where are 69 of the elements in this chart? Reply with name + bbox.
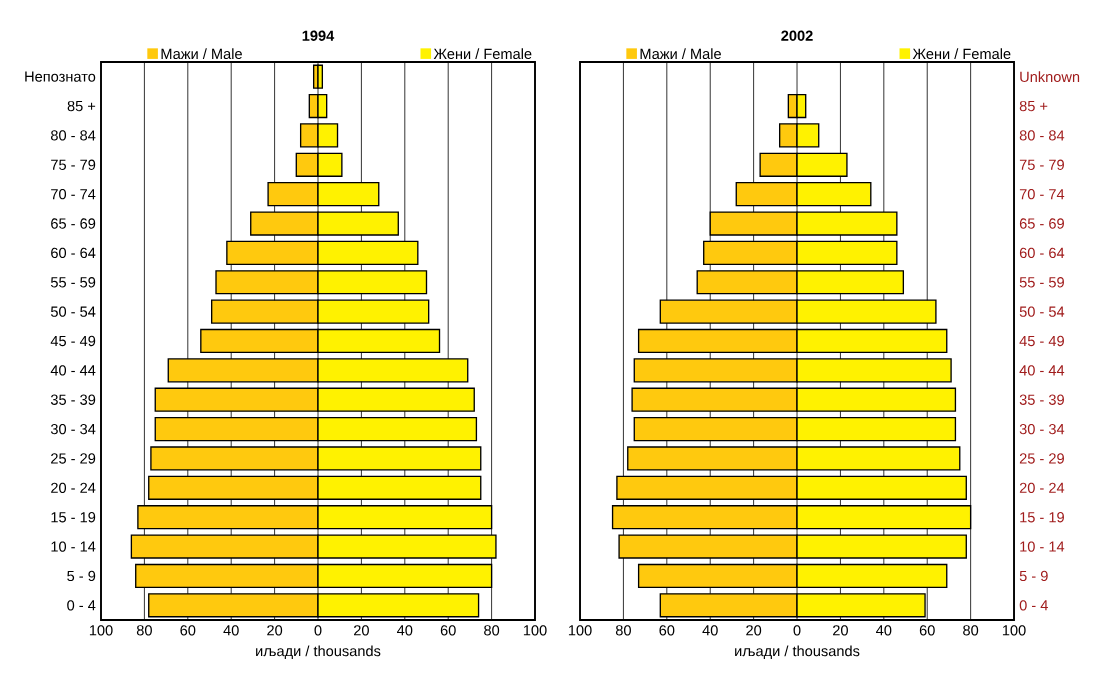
y-tick-label: 25 - 29 [51, 453, 96, 464]
y-tick-label: 0 - 4 [1019, 600, 1048, 611]
y-tick-label: 15 - 19 [51, 512, 96, 523]
x-tick-label: 80 [484, 625, 500, 636]
x-tick-label: 40 [702, 625, 718, 636]
y-tick-label: 30 - 34 [1019, 423, 1065, 435]
x-tick-label: 60 [180, 625, 196, 636]
x-axis-title: иљади / thousands [735, 645, 860, 659]
y-tick-label: 55 - 59 [1019, 277, 1064, 288]
x-tick-label: 100 [89, 625, 113, 636]
y-tick-label: Непознато [25, 71, 96, 82]
y-tick-label: 30 - 34 [50, 423, 96, 435]
y-tick-label: 5 - 9 [1019, 570, 1048, 582]
x-tick-label: 60 [919, 625, 935, 636]
y-tick-label: 35 - 39 [1019, 394, 1064, 405]
x-tick-label: 80 [963, 625, 979, 636]
bar [317, 64, 324, 89]
x-tick-label: 40 [876, 625, 892, 636]
y-tick-label: 60 - 64 [51, 247, 96, 259]
chart-title: 2002 [781, 30, 813, 41]
y-tick-label: 10 - 14 [1020, 541, 1065, 552]
x-tick-label: 40 [397, 625, 413, 636]
y-tick-label: 70 - 74 [51, 188, 96, 200]
y-tick-label: 35 - 39 [50, 394, 96, 405]
y-tick-label: 85 + [67, 100, 96, 112]
x-tick-label: 20 [354, 625, 369, 636]
x-tick-label: 80 [615, 625, 631, 636]
x-tick-label: 60 [440, 625, 456, 636]
y-tick-label: 85 + [1019, 100, 1048, 112]
y-tick-label: 65 - 69 [1019, 218, 1064, 229]
y-tick-label: 10 - 14 [51, 541, 96, 552]
x-tick-label: 0 [314, 625, 322, 636]
y-tick-label: 5 - 9 [67, 570, 96, 582]
legend-label: Мажи / Male [640, 48, 721, 60]
y-tick-label: 80 - 84 [51, 130, 96, 141]
y-tick-label: 80 - 84 [1019, 130, 1065, 141]
x-tick-label: 100 [523, 625, 547, 636]
x-tick-label: 20 [267, 625, 283, 636]
y-tick-label: Unknown [1020, 71, 1080, 83]
x-tick-label: 80 [136, 625, 152, 636]
y-tick-label: 20 - 24 [1019, 482, 1065, 494]
y-tick-label: 40 - 44 [50, 365, 96, 376]
y-tick-label: 0 - 4 [67, 600, 96, 611]
legend-label: Мажи / Male [161, 48, 242, 60]
chart-title: 1994 [302, 30, 335, 41]
x-tick-label: 20 [746, 625, 762, 636]
x-tick-label: 40 [223, 625, 239, 636]
y-tick-label: 60 - 64 [1019, 247, 1065, 259]
x-tick-label: 100 [568, 625, 592, 636]
x-tick-label: 20 [833, 625, 848, 636]
legend-label: Жени / Female [433, 48, 532, 60]
y-tick-label: 45 - 49 [1019, 335, 1064, 347]
y-tick-label: 75 - 79 [51, 159, 96, 170]
y-tick-label: 65 - 69 [51, 218, 96, 229]
y-tick-label: 70 - 74 [1019, 188, 1065, 200]
legend-label: Жени / Female [912, 48, 1011, 60]
x-tick-label: 0 [793, 625, 801, 636]
y-tick-label: 15 - 19 [1020, 512, 1064, 523]
y-tick-label: 20 - 24 [51, 482, 96, 494]
y-tick-label: 75 - 79 [1019, 159, 1064, 170]
y-tick-label: 50 - 54 [50, 306, 96, 317]
x-tick-label: 60 [659, 625, 675, 636]
x-axis-title: иљади / thousands [256, 645, 381, 659]
y-tick-label: 40 - 44 [1019, 365, 1065, 376]
y-tick-label: 25 - 29 [1019, 453, 1064, 464]
y-tick-label: 55 - 59 [50, 277, 96, 288]
y-tick-label: 45 - 49 [50, 335, 96, 347]
x-tick-label: 100 [1002, 625, 1026, 636]
y-tick-label: 50 - 54 [1019, 306, 1065, 317]
